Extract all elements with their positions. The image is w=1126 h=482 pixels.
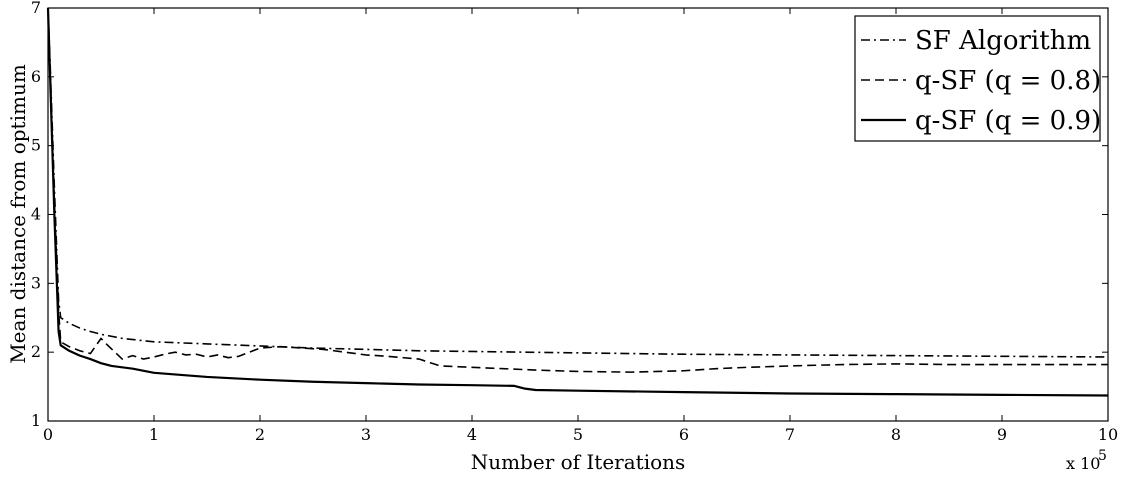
x-tick-label: 3	[361, 425, 371, 444]
series-line-2	[47, 7, 1108, 373]
y-tick-label: 6	[31, 67, 41, 86]
x-tick-label: 9	[997, 425, 1007, 444]
plot-frame	[47, 7, 1109, 422]
x-multiplier-label: x 10	[1066, 454, 1100, 473]
legend: SF Algorithm q-SF (q = 0.8) q-SF (q = 0.9)	[854, 15, 1101, 142]
y-tick-label: 5	[31, 136, 41, 155]
y-axis-label: Mean distance from optimum	[6, 64, 30, 364]
x-tick-label: 1	[149, 425, 159, 444]
legend-label-3: q-SF (q = 0.9)	[915, 106, 1101, 136]
x-tick-label: 8	[891, 425, 901, 444]
x-tick-label: 0	[43, 425, 53, 444]
x-tick-label: 2	[255, 425, 265, 444]
x-tick-label: 4	[467, 425, 477, 444]
x-tick-label: 10	[1098, 425, 1118, 444]
y-tick-label: 2	[31, 342, 41, 361]
y-tick-label: 4	[31, 205, 41, 224]
y-tick-label: 1	[31, 411, 41, 430]
x-tick-label: 7	[785, 425, 795, 444]
series-line-3	[46, 7, 1109, 397]
y-tick-label: 3	[31, 273, 41, 292]
x-axis-label: Number of Iterations	[471, 450, 686, 474]
legend-label-2: q-SF (q = 0.8)	[915, 66, 1101, 96]
x-multiplier: x 10 5	[1066, 448, 1107, 473]
y-tick-label: 7	[31, 0, 41, 17]
x-multiplier-exponent: 5	[1098, 448, 1107, 464]
series-line-1	[47, 7, 1109, 358]
x-tick-label: 6	[679, 425, 689, 444]
x-tick-label: 5	[573, 425, 583, 444]
legend-label-1: SF Algorithm	[915, 26, 1091, 56]
